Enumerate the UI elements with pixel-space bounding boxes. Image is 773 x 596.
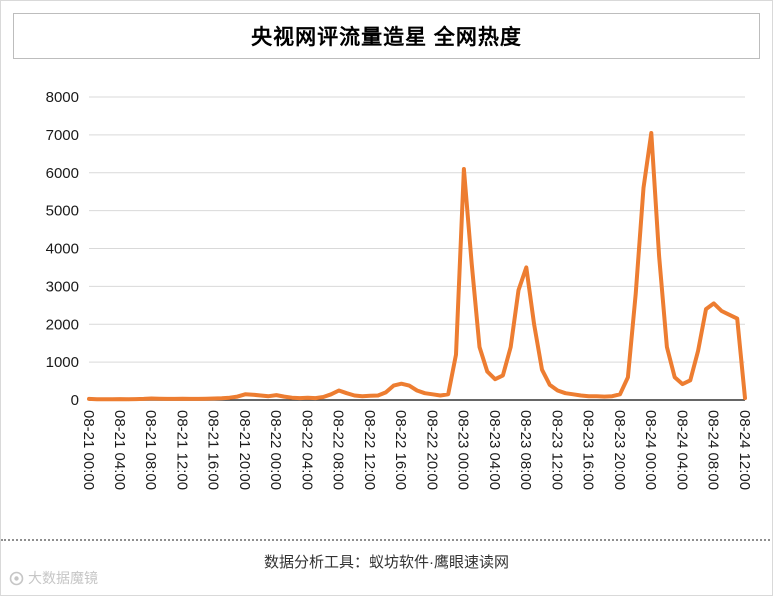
- x-tick-label: 08-22 04:00: [298, 410, 315, 490]
- x-tick-label: 08-24 00:00: [642, 410, 659, 490]
- y-tick-label: 6000: [46, 165, 79, 182]
- x-tick-label: 08-21 04:00: [111, 410, 128, 490]
- x-tick-label: 08-22 16:00: [392, 410, 409, 490]
- x-tick-label: 08-22 12:00: [361, 410, 378, 490]
- x-tick-label: 08-21 20:00: [236, 410, 253, 490]
- y-tick-label: 2000: [46, 316, 79, 333]
- x-tick-label: 08-24 04:00: [673, 410, 690, 490]
- y-tick-label: 1000: [46, 354, 79, 371]
- chart-title-box: 央视网评流量造星 全网热度: [13, 13, 760, 59]
- x-tick-label: 08-22 08:00: [330, 410, 347, 490]
- x-tick-label: 08-23 20:00: [611, 410, 628, 490]
- heat-series-line: [87, 131, 747, 402]
- y-tick-label: 4000: [46, 241, 79, 258]
- x-tick-label: 08-22 20:00: [423, 410, 440, 490]
- x-tick-label: 08-23 04:00: [486, 410, 503, 490]
- x-tick-label: 08-22 00:00: [267, 410, 284, 490]
- x-tick-label: 08-24 12:00: [736, 410, 753, 490]
- watermark-text: 大数据魔镜: [28, 570, 98, 586]
- x-tick-label: 08-21 12:00: [173, 410, 190, 490]
- y-tick-label: 8000: [46, 89, 79, 106]
- footer-text: 数据分析工具：蚁坊软件·鹰眼速读网: [264, 554, 509, 571]
- y-tick-label: 7000: [46, 127, 79, 144]
- x-tick-label: 08-23 08:00: [517, 410, 534, 490]
- x-tick-label: 08-23 16:00: [580, 410, 597, 490]
- x-tick-label: 08-23 00:00: [455, 410, 472, 490]
- y-tick-label: 5000: [46, 203, 79, 220]
- y-tick-label: 3000: [46, 278, 79, 295]
- watermark: 大数据魔镜: [9, 568, 98, 588]
- x-tick-label: 08-21 00:00: [80, 410, 97, 490]
- x-tick-label: 08-21 08:00: [142, 410, 159, 490]
- watermark-logo-icon: [9, 571, 24, 585]
- x-tick-label: 08-21 16:00: [205, 410, 222, 490]
- heat-trend-chart: 0 1000 2000 3000 4000 5000 6000 7000 8000 08-21 0…: [46, 89, 753, 490]
- x-tick-label: 08-23 12:00: [548, 410, 565, 490]
- footer-divider: [1, 539, 772, 541]
- chart-title: 央视网评流量造星 全网热度: [251, 26, 522, 49]
- x-tick-label: 08-24 08:00: [705, 410, 722, 490]
- y-tick-label: 0: [71, 392, 79, 409]
